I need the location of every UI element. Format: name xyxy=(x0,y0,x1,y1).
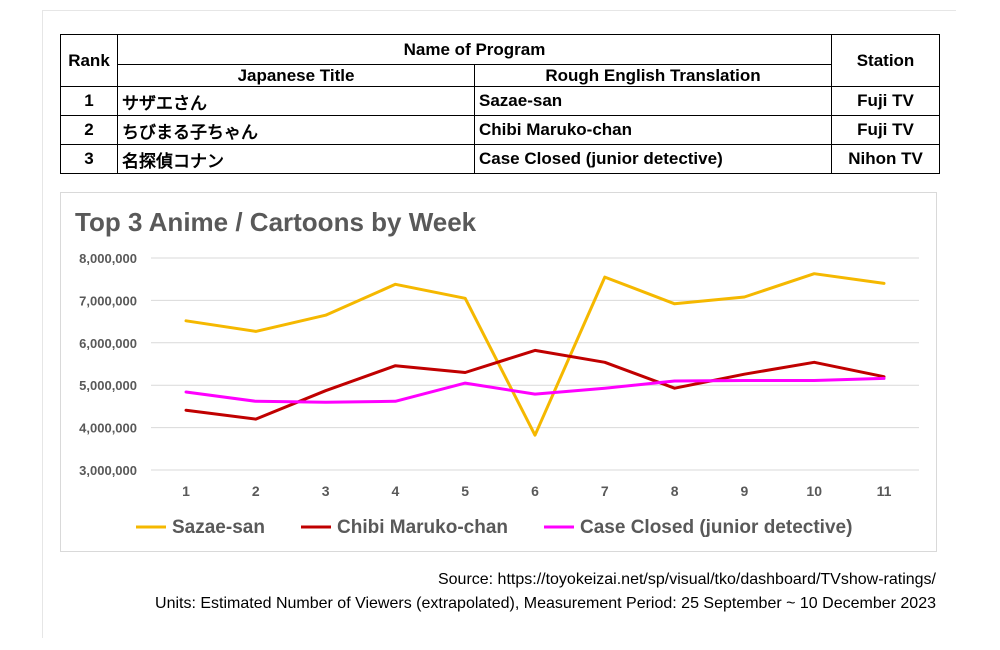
rank-header: Rank xyxy=(60,34,118,87)
english-title-cell: Sazae-san xyxy=(473,86,833,116)
x-tick-label: 5 xyxy=(461,483,469,499)
y-tick-label: 5,000,000 xyxy=(79,378,137,393)
x-tick-label: 8 xyxy=(671,483,679,499)
y-tick-label: 7,000,000 xyxy=(79,293,137,308)
english-translation-header: Rough English Translation xyxy=(473,64,833,87)
top-border-rule xyxy=(42,10,956,11)
legend-label: Chibi Maruko-chan xyxy=(337,517,508,538)
japanese-title-cell: ちびまる子ちゃん xyxy=(117,115,475,145)
english-title-cell: Chibi Maruko-chan xyxy=(473,115,833,145)
x-tick-label: 1 xyxy=(182,483,190,499)
station-header: Station xyxy=(831,34,941,87)
legend-label: Sazae-san xyxy=(172,517,265,538)
series-line-chibi-maruko-chan xyxy=(184,348,886,421)
series-line-case-closed-junior-detective xyxy=(184,376,886,404)
table-row: 2 ちびまる子ちゃん Chibi Maruko-chan Fuji TV xyxy=(60,115,941,145)
ranking-table: Rank Name of Program Station Japanese Ti… xyxy=(60,34,941,174)
x-tick-label: 6 xyxy=(531,483,539,499)
y-tick-label: 3,000,000 xyxy=(79,463,137,478)
japanese-title-cell: サザエさん xyxy=(117,86,475,116)
rank-cell: 1 xyxy=(60,86,118,116)
line-chart: Top 3 Anime / Cartoons by Week 3,000,000 4… xyxy=(75,207,919,538)
english-title-cell: Case Closed (junior detective) xyxy=(473,144,833,174)
legend-label: Case Closed (junior detective) xyxy=(580,517,852,538)
source-note: Source: https://toyokeizai.net/sp/visual… xyxy=(437,571,936,588)
station-cell: Fuji TV xyxy=(831,115,941,145)
x-tick-label: 7 xyxy=(601,483,609,499)
x-tick-label: 2 xyxy=(252,483,260,499)
x-tick-label: 4 xyxy=(392,483,400,499)
table-subheader-row: Japanese Title Rough English Translation xyxy=(61,64,940,87)
japanese-title-cell: 名探偵コナン xyxy=(117,144,475,174)
x-tick-label: 3 xyxy=(322,483,330,499)
y-tick-label: 6,000,000 xyxy=(79,336,137,351)
x-tick-label: 11 xyxy=(877,483,892,499)
program-header: Name of Program xyxy=(116,34,833,65)
table-row: 1 サザエさん Sazae-san Fuji TV xyxy=(60,86,941,116)
table-row: 3 名探偵コナン Case Closed (junior detective) … xyxy=(60,144,941,174)
chart-panel: Top 3 Anime / Cartoons by Week 3,000,000 4… xyxy=(60,192,937,552)
station-cell: Fuji TV xyxy=(831,86,941,116)
rank-cell: 3 xyxy=(60,144,118,174)
y-tick-label: 8,000,000 xyxy=(79,251,137,266)
chart-title: Top 3 Anime / Cartoons by Week xyxy=(75,207,477,237)
japanese-title-header: Japanese Title xyxy=(117,64,475,87)
left-border-rule xyxy=(42,10,43,638)
station-cell: Nihon TV xyxy=(831,144,941,174)
units-note: Units: Estimated Number of Viewers (extr… xyxy=(155,595,936,612)
table-header-row: Rank Name of Program Station xyxy=(60,34,941,87)
x-tick-label: 10 xyxy=(806,483,822,499)
x-tick-label: 9 xyxy=(741,483,749,499)
rank-cell: 2 xyxy=(60,115,118,145)
series-line-sazae-san xyxy=(184,272,886,437)
y-tick-label: 4,000,000 xyxy=(79,421,137,436)
